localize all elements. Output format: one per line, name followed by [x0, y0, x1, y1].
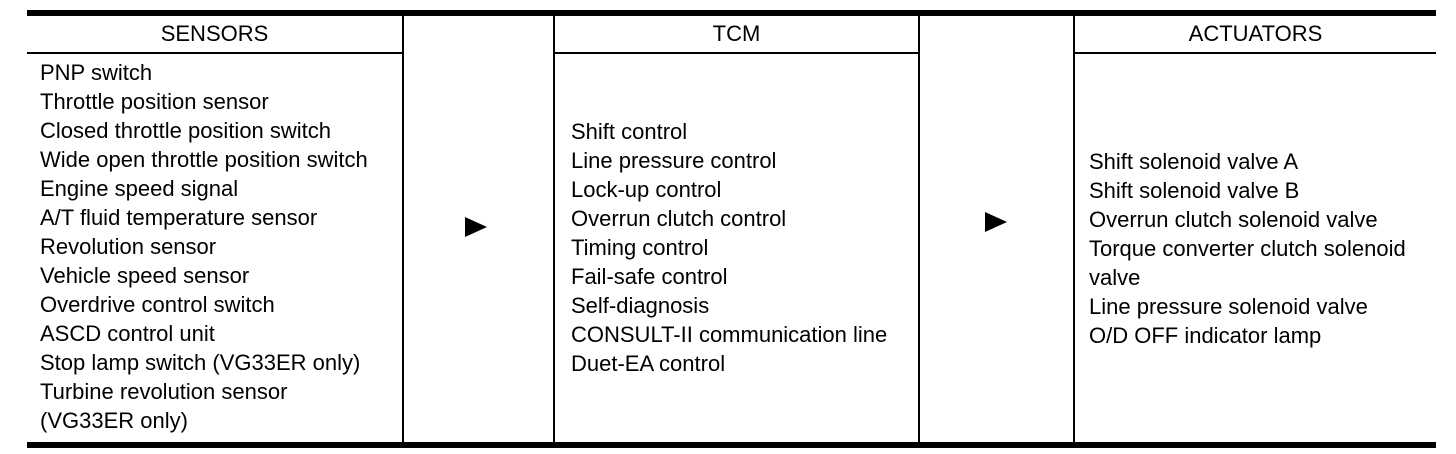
list-item: Revolution sensor	[40, 234, 217, 259]
list-item: Timing control	[571, 235, 709, 260]
right-arrow-icon	[985, 212, 1007, 232]
column-header-label: ACTUATORS	[1188, 21, 1323, 46]
list-item: (VG33ER only)	[40, 408, 188, 433]
list-item: ASCD control unit	[40, 321, 215, 346]
list-item: Line pressure solenoid valve	[1089, 294, 1368, 319]
list-item: Fail-safe control	[571, 264, 728, 289]
sensors-list: PNP switch Throttle position sensor Clos…	[27, 54, 402, 435]
list-item: Engine speed signal	[40, 176, 239, 201]
column-header-label: SENSORS	[160, 21, 269, 46]
tcm-header: TCM	[555, 16, 918, 54]
list-item: Turbine revolution sensor	[40, 379, 288, 404]
list-item: Line pressure control	[571, 148, 777, 173]
list-item: Lock-up control	[571, 177, 722, 202]
list-item: Overdrive control switch	[40, 292, 275, 317]
tcm-column: TCM Shift control Line pressure control …	[553, 16, 920, 442]
list-item: Duet-EA control	[571, 351, 726, 376]
list-item: Overrun clutch control	[571, 206, 787, 231]
list-item: Torque converter clutch solenoid	[1089, 236, 1406, 261]
actuators-header: ACTUATORS	[1075, 16, 1436, 54]
list-item: valve	[1089, 265, 1141, 290]
list-item: Stop lamp switch (VG33ER only)	[40, 350, 361, 375]
sensors-header: SENSORS	[27, 16, 402, 54]
list-item: Self-diagnosis	[571, 293, 710, 318]
list-item: PNP switch	[40, 60, 153, 85]
list-item: CONSULT-II communication line	[571, 322, 888, 347]
actuators-column: ACTUATORS Shift solenoid valve A Shift s…	[1073, 16, 1436, 442]
list-item: A/T fluid temperature sensor	[40, 205, 318, 230]
list-item: Wide open throttle position switch	[40, 147, 368, 172]
list-item: Shift solenoid valve A	[1089, 149, 1299, 174]
bottom-rule	[27, 442, 1436, 448]
list-item: Overrun clutch solenoid valve	[1089, 207, 1378, 232]
actuators-list: Shift solenoid valve A Shift solenoid va…	[1075, 54, 1436, 350]
list-item: Closed throttle position switch	[40, 118, 332, 143]
list-item: Throttle position sensor	[40, 89, 269, 114]
column-header-label: TCM	[712, 21, 761, 46]
tcm-list: Shift control Line pressure control Lock…	[555, 54, 918, 378]
list-item: Shift solenoid valve B	[1089, 178, 1300, 203]
list-item: O/D OFF indicator lamp	[1089, 323, 1322, 348]
right-arrow-icon	[465, 217, 487, 237]
sensors-column: SENSORS PNP switch Throttle position sen…	[27, 16, 404, 442]
top-rule	[27, 10, 1436, 16]
list-item: Vehicle speed sensor	[40, 263, 250, 288]
list-item: Shift control	[571, 119, 688, 144]
